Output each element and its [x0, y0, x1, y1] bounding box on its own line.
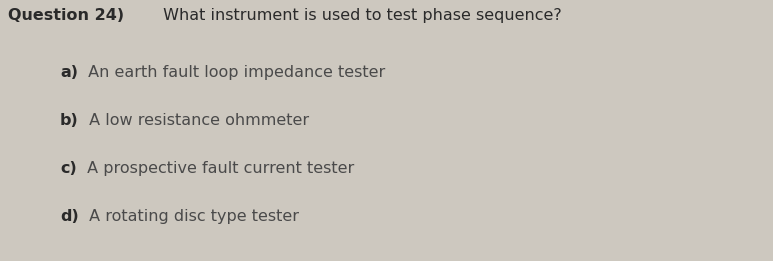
Text: a): a)	[60, 65, 78, 80]
Text: A prospective fault current tester: A prospective fault current tester	[82, 161, 354, 176]
Text: d): d)	[60, 209, 79, 224]
Text: Question 24): Question 24)	[8, 8, 124, 23]
Text: c): c)	[60, 161, 77, 176]
Text: A low resistance ohmmeter: A low resistance ohmmeter	[84, 113, 309, 128]
Text: b): b)	[60, 113, 79, 128]
Text: An earth fault loop impedance tester: An earth fault loop impedance tester	[83, 65, 386, 80]
Text: A rotating disc type tester: A rotating disc type tester	[84, 209, 299, 224]
Text: What instrument is used to test phase sequence?: What instrument is used to test phase se…	[158, 8, 562, 23]
